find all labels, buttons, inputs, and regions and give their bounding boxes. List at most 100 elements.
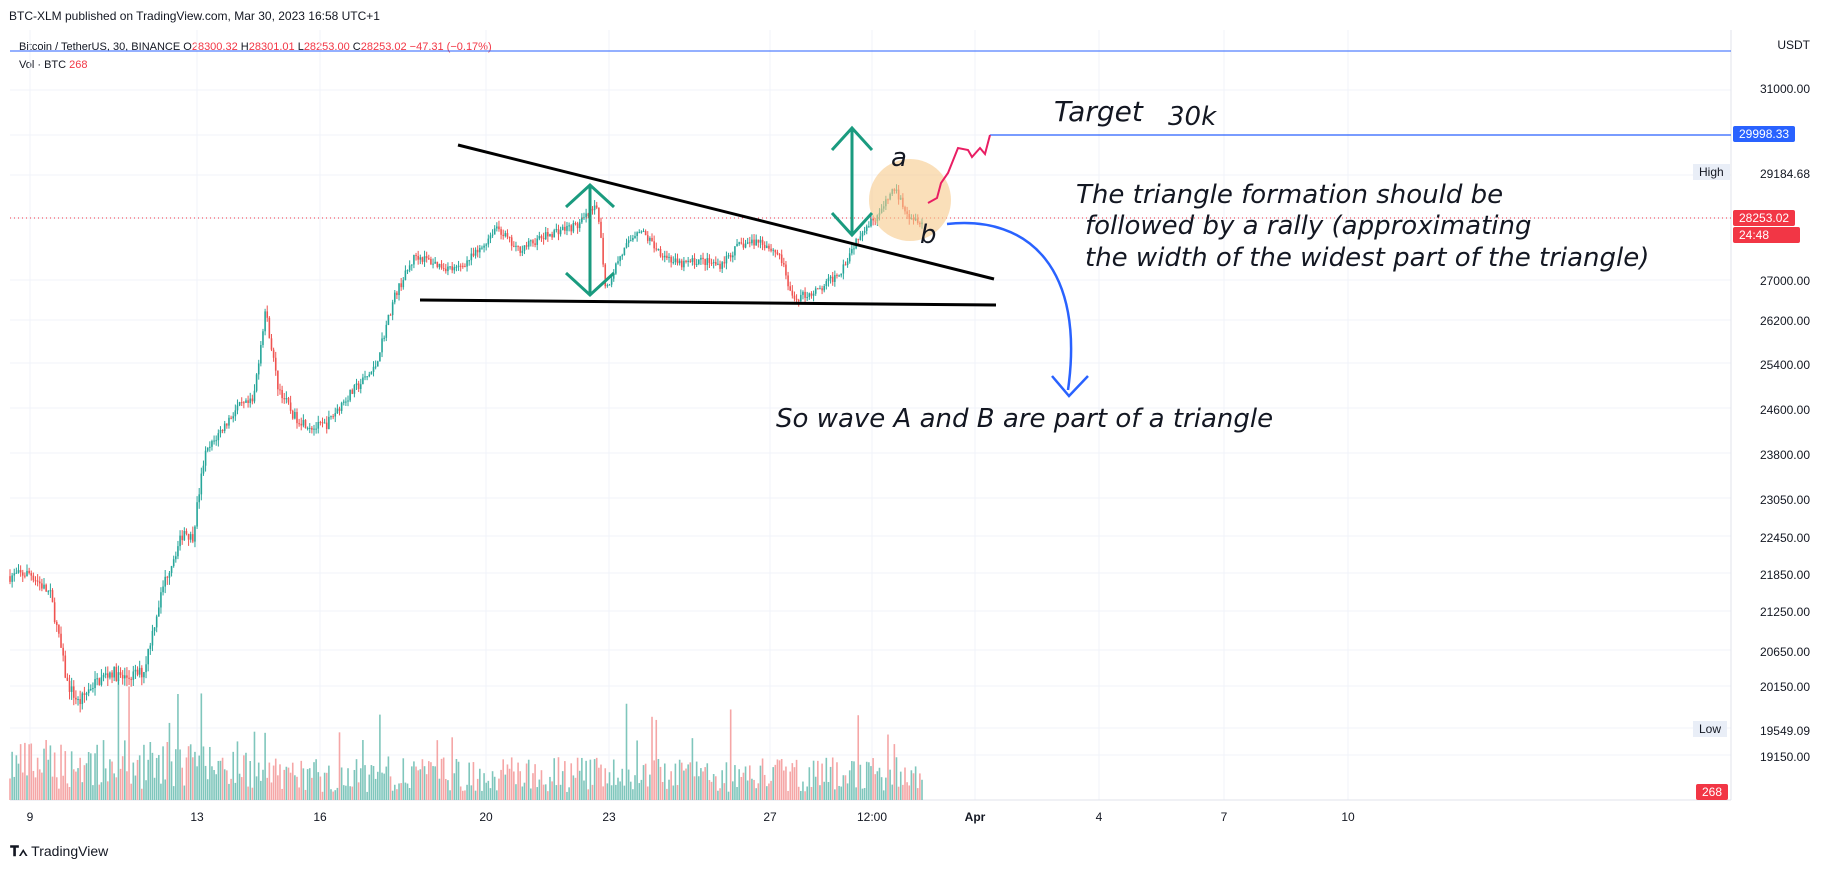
volume-bar <box>462 790 464 800</box>
volume-bar <box>689 762 692 800</box>
candle-body <box>49 590 52 592</box>
volume-bar <box>296 776 298 800</box>
candle-body <box>547 232 549 237</box>
volume-bar <box>629 781 632 800</box>
volume-bar <box>806 786 809 800</box>
volume-bar <box>759 765 762 800</box>
candle-body <box>872 218 874 221</box>
candle-body <box>104 673 107 675</box>
volume-bar <box>521 786 524 800</box>
volume-legend[interactable]: Vol · BTC 268 <box>19 59 88 71</box>
symbol-name[interactable]: Bitcoin / TetherUS, 30, BINANCE <box>19 41 181 53</box>
volume-bar <box>185 757 188 800</box>
volume-bar <box>408 788 411 800</box>
candle-body <box>774 249 777 253</box>
candle-body <box>642 231 645 233</box>
volume-bar <box>96 744 98 800</box>
volume-bar <box>355 759 358 800</box>
volume-bar <box>659 766 662 800</box>
candle-body <box>466 260 468 267</box>
candle-body <box>772 249 774 251</box>
volume-bar <box>742 772 745 800</box>
candle-body <box>625 243 628 248</box>
candle-body <box>778 254 781 256</box>
volume-bar <box>62 775 64 800</box>
candle-body <box>75 697 77 700</box>
candle-body <box>604 264 607 287</box>
volume-bar <box>534 764 536 800</box>
candle-body <box>768 245 770 249</box>
candle-body <box>168 572 171 578</box>
volume-bar <box>680 762 683 800</box>
candle-body <box>24 575 26 577</box>
volume-bar <box>404 782 407 800</box>
candle-body <box>857 239 860 241</box>
volume-bar <box>506 764 509 800</box>
volume-bar <box>853 761 855 800</box>
volume-bar <box>211 766 213 800</box>
volume-bar <box>245 752 247 800</box>
volume-bar <box>504 774 507 800</box>
candle-body <box>759 239 762 243</box>
candle-body <box>863 230 866 233</box>
candle-body <box>646 235 649 241</box>
volume-bar <box>855 787 857 800</box>
brand-text: TradingView <box>31 843 109 859</box>
volume-bar <box>472 762 475 800</box>
candle-body <box>332 416 334 418</box>
volume-bar <box>632 789 634 800</box>
candle-body <box>812 293 815 296</box>
tradingview-brand[interactable]: 𝐓∧ TradingView <box>10 843 108 860</box>
candle-body <box>789 286 791 291</box>
volume-bar <box>838 785 840 800</box>
volume-bar <box>646 786 649 800</box>
candle-body <box>213 440 215 442</box>
candle-body <box>761 239 764 245</box>
volume-bar <box>880 777 883 800</box>
candle-body <box>700 257 702 260</box>
price-tick-20150: 20150.00 <box>1759 680 1810 694</box>
candle-body <box>668 256 670 258</box>
candle-body <box>632 237 634 241</box>
volume-bar <box>500 769 502 800</box>
candle-body <box>366 376 368 378</box>
candle-body <box>457 265 460 267</box>
volume-bar <box>589 759 592 800</box>
candle-body <box>825 281 828 287</box>
volume-bar <box>787 790 789 800</box>
candle-body <box>436 261 439 268</box>
candle-body <box>334 413 337 417</box>
volume-bar <box>902 784 904 800</box>
volume-bar <box>134 775 137 800</box>
volume-bar <box>364 765 366 800</box>
date-7: 7 <box>1220 810 1228 824</box>
candle-body <box>617 261 619 264</box>
volume-bar <box>151 752 154 800</box>
volume-bar <box>510 757 513 800</box>
candle-body <box>836 275 838 277</box>
volume-bar <box>619 781 621 800</box>
volume-bar <box>489 788 492 800</box>
candle-body <box>149 645 152 649</box>
volume-bar <box>795 759 798 800</box>
triangle-text-2: followed by a rally (approximating <box>1085 211 1532 241</box>
last-price-tag[interactable]: 28253.02 <box>1733 210 1796 226</box>
candle-body <box>249 398 252 403</box>
candle-body <box>823 286 826 291</box>
volume-bar <box>899 771 902 800</box>
volume-bar <box>419 769 422 800</box>
volume-bar <box>19 744 22 800</box>
candle-body <box>374 366 377 368</box>
volume-bar <box>878 767 881 800</box>
candle-body <box>751 239 753 244</box>
volume-bar <box>166 742 169 800</box>
volume-bar <box>51 776 54 800</box>
volume-bar <box>294 775 296 800</box>
volume-bar <box>636 740 638 800</box>
volume-bar <box>381 772 383 800</box>
volume-bar <box>230 778 232 800</box>
candle-body <box>498 226 500 230</box>
target-price-tag[interactable]: 29998.33 <box>1733 126 1796 142</box>
candle-body <box>143 672 145 678</box>
